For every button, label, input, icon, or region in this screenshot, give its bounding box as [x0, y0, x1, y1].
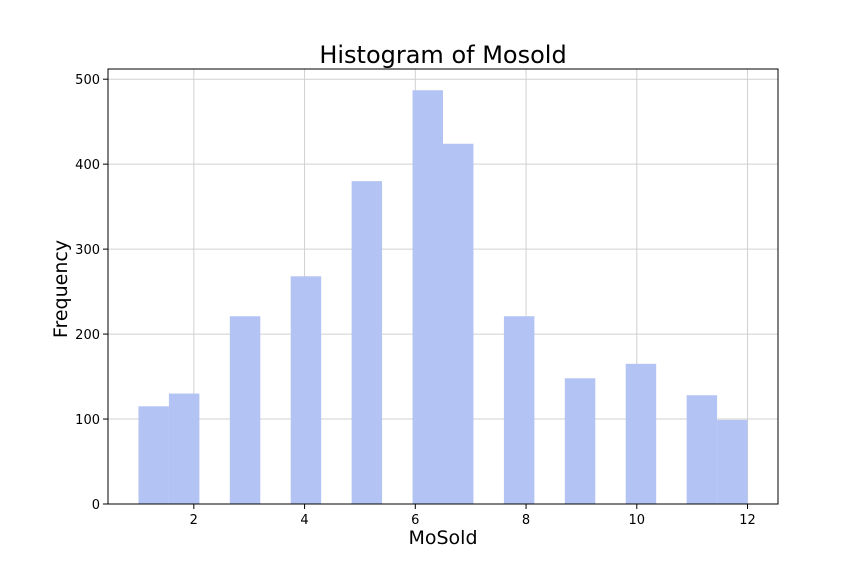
y-tick-label: 200	[75, 328, 100, 343]
histogram-bar	[564, 378, 596, 504]
x-tick-label: 6	[411, 513, 419, 528]
histogram-bar	[625, 363, 657, 504]
y-tick-label: 100	[75, 413, 100, 428]
histogram-bar	[412, 90, 443, 504]
y-axis-label: Frequency	[50, 240, 72, 338]
y-tick-label: 400	[75, 158, 100, 173]
histogram-bar	[229, 316, 261, 504]
x-tick-label: 10	[629, 513, 646, 528]
histogram-bar	[717, 419, 748, 504]
plot-frame	[107, 68, 779, 505]
x-tick-label: 12	[739, 513, 756, 528]
histogram-bar	[443, 143, 474, 504]
y-tick-label: 300	[75, 243, 100, 258]
histogram-bar	[138, 406, 169, 504]
x-tick-label: 4	[300, 513, 308, 528]
x-axis-label: MoSold	[408, 527, 477, 549]
y-tick-label: 0	[92, 498, 100, 513]
bar-layer	[138, 90, 748, 504]
histogram-bar	[686, 395, 718, 504]
x-tick-label: 8	[522, 513, 530, 528]
tick-layer: 2 4 6 8 10 12 0 100 200 300 400 500	[75, 73, 756, 528]
chart-title: Histogram of Mosold	[319, 41, 566, 69]
histogram-bar	[351, 181, 383, 504]
y-tick-label: 500	[75, 73, 100, 88]
x-tick-label: 2	[190, 513, 198, 528]
histogram-bar	[168, 393, 200, 504]
histogram-bar	[290, 276, 322, 504]
histogram-bar	[503, 316, 535, 504]
